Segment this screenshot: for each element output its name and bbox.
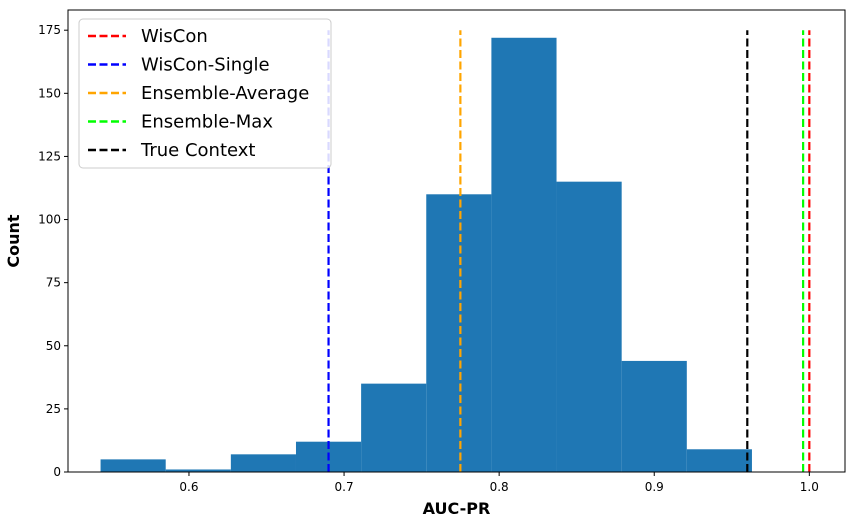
legend-box <box>78 18 332 169</box>
y-tick-label: 50 <box>46 339 61 353</box>
y-tick-label: 100 <box>38 213 61 227</box>
legend-label-true-context: True Context <box>140 140 255 161</box>
histogram-bar-9 <box>686 449 752 472</box>
y-tick-label: 0 <box>53 465 61 479</box>
legend-label-wiscon: WisCon <box>141 26 208 47</box>
histogram-bar-5 <box>426 194 492 472</box>
histogram-bar-2 <box>230 454 296 472</box>
histogram-bar-8 <box>621 360 687 472</box>
y-axis: 0 25 50 75 100 125 150 175 <box>38 23 68 479</box>
legend-label-ensemble-average: Ensemble-Average <box>141 83 309 104</box>
x-tick-label: 0.7 <box>335 480 354 494</box>
x-tick-label: 0.9 <box>645 480 664 494</box>
x-axis-label: AUC-PR <box>423 499 491 518</box>
bars-layer <box>100 37 752 473</box>
histogram-bar-4 <box>361 383 427 472</box>
x-axis: 0.6 0.7 0.8 0.9 1.0 <box>179 472 819 494</box>
y-axis-label: Count <box>4 214 23 268</box>
plot-frame <box>67 9 846 473</box>
y-tick-label: 75 <box>46 276 61 290</box>
x-tick-label: 1.0 <box>800 480 819 494</box>
legend-label-ensemble-max: Ensemble-Max <box>141 112 273 133</box>
histogram-bar-6 <box>491 37 557 472</box>
x-tick-label: 0.6 <box>179 480 198 494</box>
legend: WisCon WisCon-Single Ensemble-Average Ensem… <box>78 18 332 169</box>
y-tick-label: 175 <box>38 23 61 37</box>
histogram-bar-0 <box>100 459 166 472</box>
y-tick-label: 125 <box>38 149 61 163</box>
y-tick-label: 25 <box>46 402 61 416</box>
y-tick-label: 150 <box>38 86 61 100</box>
legend-label-wiscon-single: WisCon-Single <box>141 55 270 76</box>
x-tick-label: 0.8 <box>490 480 509 494</box>
histogram-bar-7 <box>556 181 622 473</box>
histogram-bar-1 <box>165 469 231 472</box>
